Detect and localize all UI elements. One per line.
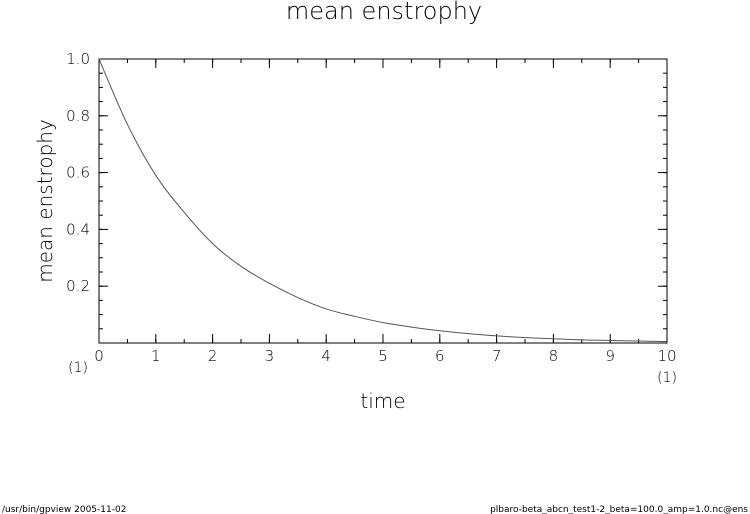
- chart-title: mean enstrophy: [286, 0, 482, 25]
- footer-right-text: plbaro-beta_abcn_test1-2_beta=100.0_amp=…: [490, 505, 748, 514]
- series-line-mean-enstrophy: [98, 58, 668, 343]
- x-tick-label: 0: [94, 347, 104, 365]
- footer-left-text: /usr/bin/gpview 2005-11-02: [2, 505, 126, 514]
- x-tick-label: 1: [151, 347, 161, 365]
- x-tick-label: 5: [378, 347, 388, 365]
- y-tick-label: 0.8: [66, 107, 90, 125]
- x-tick-label: 10: [657, 347, 676, 365]
- x-tick-label: 3: [265, 347, 275, 365]
- x-axis-label: time: [360, 389, 405, 413]
- x-tick-label: 6: [435, 347, 445, 365]
- x-tick-label: 7: [492, 347, 502, 365]
- y-tick-label: 0.2: [66, 277, 90, 295]
- y-tick-label: 0.6: [66, 164, 90, 182]
- x-tick-label: 4: [321, 347, 331, 365]
- y-axis: 0.2 0.4 0.6 0.8 1.0: [66, 50, 667, 330]
- y-tick-label: 1.0: [66, 50, 90, 68]
- x-tick-label: 2: [208, 347, 218, 365]
- x-axis: 0 1 2 3 4 5 6 7 8 9 10: [94, 59, 677, 365]
- x-tick-label: 9: [605, 347, 615, 365]
- x-tick-label: 8: [549, 347, 559, 365]
- x-axis-unit-left: (1): [68, 360, 88, 376]
- plot-frame: [98, 58, 668, 344]
- y-tick-label: 0.4: [66, 220, 90, 238]
- x-axis-unit-right: (1): [657, 370, 677, 386]
- y-axis-label: mean enstrophy: [33, 119, 57, 283]
